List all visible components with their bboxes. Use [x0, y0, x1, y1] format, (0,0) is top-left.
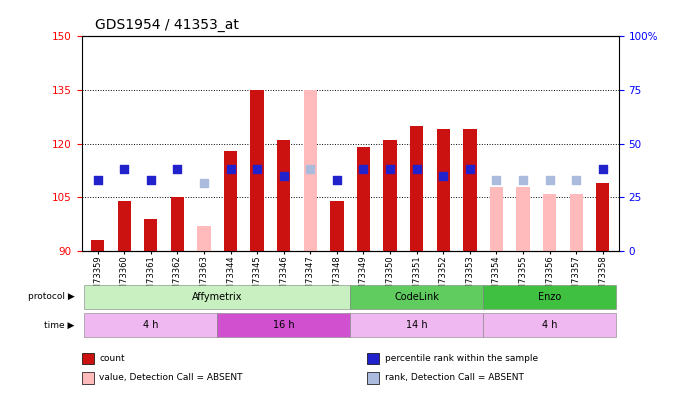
Bar [350, 285, 483, 309]
Bar [224, 151, 237, 251]
Point [119, 166, 130, 172]
Bar [596, 183, 609, 251]
Bar [217, 313, 350, 337]
Point [278, 173, 289, 179]
Point [491, 176, 502, 183]
Text: value, Detection Call = ABSENT: value, Detection Call = ABSENT [99, 373, 243, 382]
Bar [357, 147, 370, 251]
Bar [330, 201, 343, 251]
Point [92, 176, 103, 183]
Bar [410, 126, 424, 251]
Point [146, 176, 156, 183]
Bar [277, 140, 290, 251]
Bar [171, 198, 184, 251]
Bar [483, 285, 616, 309]
Point [199, 180, 209, 186]
Point [385, 166, 396, 172]
Bar [490, 187, 503, 251]
Text: Affymetrix: Affymetrix [192, 292, 243, 302]
Bar [543, 194, 556, 251]
Text: GDS1954 / 41353_at: GDS1954 / 41353_at [95, 18, 239, 32]
Bar [197, 226, 211, 251]
Bar [463, 130, 477, 251]
Point [225, 166, 236, 172]
Bar [437, 130, 450, 251]
Text: 4 h: 4 h [542, 320, 558, 330]
Bar [350, 313, 483, 337]
Bar [516, 187, 530, 251]
Point [305, 166, 316, 172]
Bar [384, 140, 396, 251]
Text: rank, Detection Call = ABSENT: rank, Detection Call = ABSENT [385, 373, 524, 382]
Text: percentile rank within the sample: percentile rank within the sample [385, 354, 538, 363]
Point [571, 176, 581, 183]
Bar [250, 90, 264, 251]
Point [172, 166, 183, 172]
Point [252, 166, 262, 172]
Text: CodeLink: CodeLink [394, 292, 439, 302]
Point [517, 176, 528, 183]
Bar [144, 219, 157, 251]
Bar [91, 241, 104, 251]
Point [544, 176, 555, 183]
Bar [570, 194, 583, 251]
Text: time ▶: time ▶ [44, 320, 75, 330]
Text: 14 h: 14 h [406, 320, 428, 330]
Point [411, 166, 422, 172]
Text: count: count [99, 354, 125, 363]
Bar [84, 285, 350, 309]
Bar [483, 313, 616, 337]
Point [358, 166, 369, 172]
Text: 4 h: 4 h [143, 320, 158, 330]
Text: 16 h: 16 h [273, 320, 294, 330]
Bar [84, 313, 217, 337]
Point [464, 166, 475, 172]
Bar [118, 201, 131, 251]
Point [598, 166, 609, 172]
Bar [304, 90, 317, 251]
Text: Enzo: Enzo [538, 292, 561, 302]
Point [438, 173, 449, 179]
Point [331, 176, 342, 183]
Text: protocol ▶: protocol ▶ [28, 292, 75, 301]
